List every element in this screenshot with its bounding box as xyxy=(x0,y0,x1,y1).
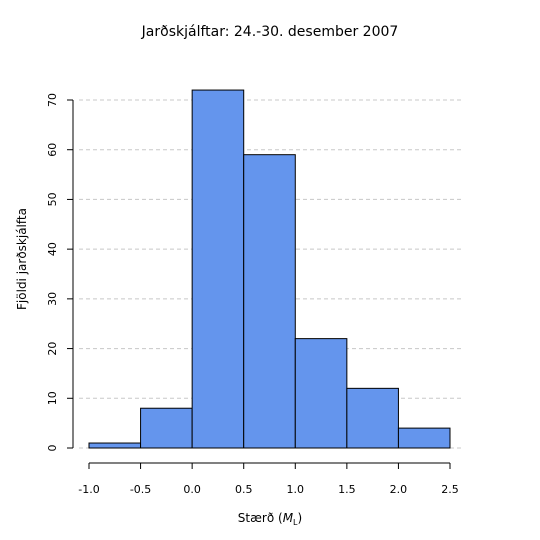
y-tick-label: 40 xyxy=(46,242,59,256)
histogram-bar xyxy=(294,338,348,449)
x-tick-label: 2.0 xyxy=(390,483,408,496)
x-tick-label: 0.5 xyxy=(235,483,253,496)
x-tick-label: 1.0 xyxy=(287,483,305,496)
histogram-bar xyxy=(346,387,399,449)
chart-title: Jarðskjálftar: 24.-30. desember 2007 xyxy=(141,24,399,40)
y-tick-label: 30 xyxy=(46,292,59,306)
histogram-bar xyxy=(191,89,245,449)
axes: -1.0 -0.5 0.0 0.5 1.0 1.5 2.0 2.5 0 10 20 30 40 50 60 7… xyxy=(46,93,459,496)
y-tick-label: 10 xyxy=(46,391,59,405)
y-tick-label: 50 xyxy=(46,192,59,206)
histogram-bar xyxy=(88,442,142,449)
histogram-bar xyxy=(243,154,296,449)
bars xyxy=(88,89,451,449)
x-tick-label: 2.5 xyxy=(441,483,459,496)
x-tick-label: -0.5 xyxy=(130,483,151,496)
x-axis-label: Stærð (ML) xyxy=(238,511,302,527)
y-tick-label: 60 xyxy=(46,143,59,157)
y-tick-label: 70 xyxy=(46,93,59,107)
histogram-bar xyxy=(397,427,451,449)
histogram-bar xyxy=(140,407,193,449)
y-axis-label: Fjöldi jarðskjálfta xyxy=(15,208,29,310)
x-tick-label: 1.5 xyxy=(338,483,356,496)
y-tick-label: 20 xyxy=(46,342,59,356)
x-tick-label: -1.0 xyxy=(78,483,99,496)
x-tick-label: 0.0 xyxy=(183,483,201,496)
y-tick-label: 0 xyxy=(46,445,59,452)
